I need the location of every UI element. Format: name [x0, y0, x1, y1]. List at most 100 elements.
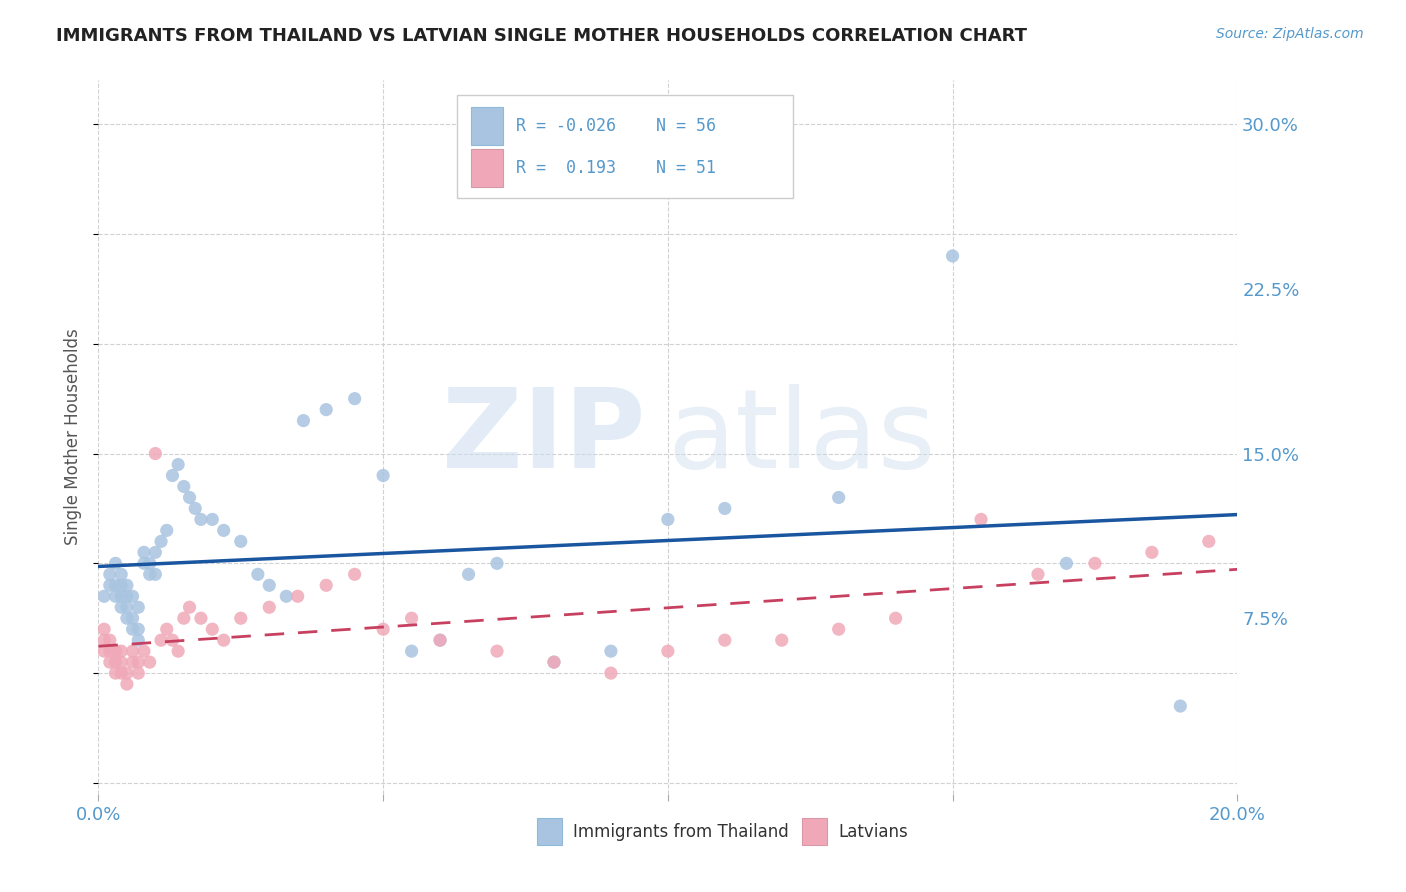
- Point: [179, 600, 201, 615]
- Point: [104, 589, 127, 603]
- Point: [429, 633, 451, 648]
- Point: [212, 633, 235, 648]
- Point: [132, 545, 155, 559]
- Point: [373, 622, 395, 636]
- Point: [600, 644, 623, 658]
- Point: [121, 611, 143, 625]
- Point: [110, 567, 132, 582]
- Text: ZIP: ZIP: [441, 384, 645, 491]
- Point: [201, 512, 224, 526]
- Point: [343, 392, 366, 406]
- Point: [315, 402, 337, 417]
- Point: [486, 644, 509, 658]
- Point: [98, 567, 121, 582]
- Point: [132, 644, 155, 658]
- Point: [401, 644, 423, 658]
- Point: [127, 655, 149, 669]
- Point: [770, 633, 793, 648]
- Point: [104, 644, 127, 658]
- Point: [1026, 567, 1049, 582]
- Point: [173, 611, 195, 625]
- Point: [246, 567, 269, 582]
- Point: [145, 567, 167, 582]
- Point: [287, 589, 309, 603]
- Point: [121, 644, 143, 658]
- Point: [259, 600, 281, 615]
- Point: [167, 458, 190, 472]
- Point: [115, 578, 138, 592]
- Text: R = -0.026    N = 56: R = -0.026 N = 56: [516, 117, 717, 135]
- Point: [150, 633, 173, 648]
- Point: [98, 633, 121, 648]
- Point: [93, 644, 115, 658]
- Point: [970, 512, 993, 526]
- Point: [201, 622, 224, 636]
- Text: Immigrants from Thailand: Immigrants from Thailand: [574, 822, 789, 840]
- FancyBboxPatch shape: [457, 95, 793, 198]
- Point: [212, 524, 235, 538]
- Point: [1140, 545, 1163, 559]
- Point: [343, 567, 366, 582]
- Text: Latvians: Latvians: [839, 822, 908, 840]
- Point: [127, 622, 149, 636]
- Point: [543, 655, 565, 669]
- Point: [457, 567, 479, 582]
- Point: [121, 622, 143, 636]
- Point: [714, 501, 737, 516]
- Point: [98, 644, 121, 658]
- Point: [1170, 699, 1192, 714]
- Point: [93, 633, 115, 648]
- Text: atlas: atlas: [668, 384, 936, 491]
- Point: [657, 512, 679, 526]
- Point: [110, 600, 132, 615]
- Point: [145, 446, 167, 460]
- Point: [110, 589, 132, 603]
- Point: [229, 534, 252, 549]
- Point: [292, 414, 315, 428]
- Point: [104, 578, 127, 592]
- Point: [373, 468, 395, 483]
- FancyBboxPatch shape: [803, 818, 827, 846]
- Point: [110, 666, 132, 681]
- Point: [162, 633, 184, 648]
- Point: [110, 578, 132, 592]
- Point: [828, 491, 851, 505]
- Point: [93, 589, 115, 603]
- Point: [115, 611, 138, 625]
- Point: [93, 622, 115, 636]
- Point: [714, 633, 737, 648]
- Point: [156, 524, 179, 538]
- Text: R =  0.193    N = 51: R = 0.193 N = 51: [516, 159, 717, 177]
- Point: [127, 600, 149, 615]
- Point: [162, 468, 184, 483]
- FancyBboxPatch shape: [471, 107, 503, 145]
- Point: [190, 611, 212, 625]
- Point: [1198, 534, 1220, 549]
- Point: [259, 578, 281, 592]
- Point: [145, 545, 167, 559]
- FancyBboxPatch shape: [537, 818, 562, 846]
- Point: [115, 600, 138, 615]
- Text: Source: ZipAtlas.com: Source: ZipAtlas.com: [1216, 27, 1364, 41]
- Y-axis label: Single Mother Households: Single Mother Households: [65, 329, 83, 545]
- Point: [486, 557, 509, 571]
- Point: [315, 578, 337, 592]
- Point: [884, 611, 907, 625]
- Point: [115, 589, 138, 603]
- Point: [132, 557, 155, 571]
- Text: IMMIGRANTS FROM THAILAND VS LATVIAN SINGLE MOTHER HOUSEHOLDS CORRELATION CHART: IMMIGRANTS FROM THAILAND VS LATVIAN SING…: [56, 27, 1028, 45]
- Point: [429, 633, 451, 648]
- Point: [104, 557, 127, 571]
- Point: [173, 479, 195, 493]
- Point: [401, 611, 423, 625]
- Point: [1056, 557, 1078, 571]
- Point: [828, 622, 851, 636]
- Point: [104, 655, 127, 669]
- Point: [127, 666, 149, 681]
- Point: [184, 501, 207, 516]
- Point: [115, 677, 138, 691]
- Point: [156, 622, 179, 636]
- Point: [98, 578, 121, 592]
- Point: [276, 589, 298, 603]
- Point: [1084, 557, 1107, 571]
